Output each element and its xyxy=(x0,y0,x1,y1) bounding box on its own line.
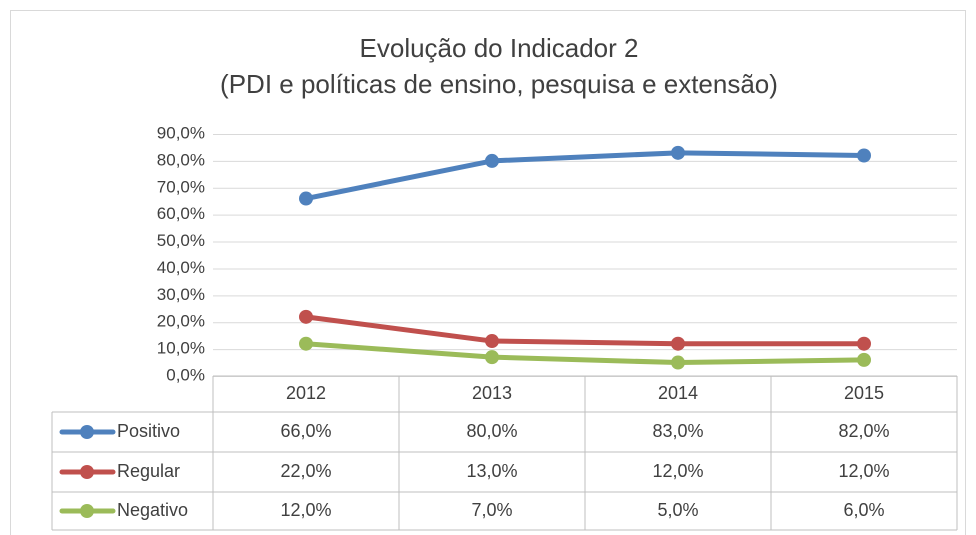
y-tick-label: 90,0% xyxy=(157,123,205,142)
y-tick-label: 10,0% xyxy=(157,339,205,358)
data-point xyxy=(485,334,499,349)
data-point xyxy=(671,355,685,370)
y-tick-label: 40,0% xyxy=(157,258,205,277)
data-point xyxy=(299,191,313,206)
data-point xyxy=(671,145,685,160)
x-tick-label: 2012 xyxy=(286,383,326,403)
legend-marker xyxy=(80,425,94,439)
chart-border xyxy=(10,10,966,535)
y-tick-label: 80,0% xyxy=(157,150,205,169)
table-value: 6,0% xyxy=(843,500,884,520)
chart-subtitle: (PDI e políticas de ensino, pesquisa e e… xyxy=(220,69,778,99)
x-tick-label: 2014 xyxy=(658,383,698,403)
x-tick-label: 2015 xyxy=(844,383,884,403)
chart-title: Evolução do Indicador 2 xyxy=(360,33,639,63)
y-tick-label: 30,0% xyxy=(157,285,205,304)
table-value: 5,0% xyxy=(657,500,698,520)
series-line xyxy=(303,150,867,202)
data-point xyxy=(857,336,871,351)
y-tick-label: 20,0% xyxy=(157,312,205,331)
table-value: 12,0% xyxy=(838,461,889,481)
series-line xyxy=(303,314,867,347)
table-value: 80,0% xyxy=(466,421,517,441)
table-value: 7,0% xyxy=(471,500,512,520)
data-point xyxy=(857,148,871,163)
series-line xyxy=(303,341,867,366)
data-point xyxy=(485,350,499,365)
legend-marker xyxy=(80,465,94,479)
y-tick-label: 70,0% xyxy=(157,177,205,196)
table-value: 13,0% xyxy=(466,461,517,481)
table-value: 82,0% xyxy=(838,421,889,441)
x-tick-label: 2013 xyxy=(472,383,512,403)
data-point xyxy=(857,352,871,367)
table-value: 83,0% xyxy=(652,421,703,441)
table-value: 12,0% xyxy=(280,500,331,520)
y-tick-label: 0,0% xyxy=(166,365,205,384)
table-value: 12,0% xyxy=(652,461,703,481)
table-value: 22,0% xyxy=(280,461,331,481)
legend-label: Regular xyxy=(117,461,180,481)
table-value: 66,0% xyxy=(280,421,331,441)
legend-label: Positivo xyxy=(117,421,180,441)
legend-label: Negativo xyxy=(117,500,188,520)
y-tick-label: 50,0% xyxy=(157,231,205,250)
data-point xyxy=(299,336,313,351)
legend-marker xyxy=(80,504,94,518)
data-point xyxy=(671,336,685,351)
y-tick-label: 60,0% xyxy=(157,204,205,223)
data-point xyxy=(299,309,313,324)
data-point xyxy=(485,153,499,168)
